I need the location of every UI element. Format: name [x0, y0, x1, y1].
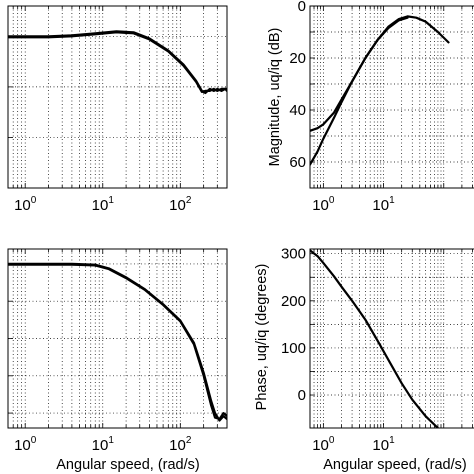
series-line-2: [310, 16, 409, 166]
panel-br-ylabel: Phase, uq/iq (degrees): [254, 264, 270, 411]
panel-tl-xticks: 100 101 102: [14, 195, 192, 214]
series-line-2: [8, 263, 227, 421]
panel-tr-ylabel: Magnitude, uq/iq (dB): [267, 28, 283, 167]
x-tick-label: 101: [372, 435, 395, 454]
series-line-1: [310, 249, 439, 428]
panel-br-grid: [310, 249, 474, 428]
panel-tr-yticks: 0 20 40 60: [289, 0, 306, 171]
panel-tl: 100 101 102: [7, 5, 228, 214]
x-tick-label: 100: [312, 435, 335, 454]
x-tick-label: 101: [92, 195, 115, 214]
panel-br-xticks: 100 101: [312, 435, 395, 454]
y-tick-label: 60: [289, 154, 306, 171]
y-tick-label: 200: [281, 293, 306, 310]
x-tick-label: 102: [169, 195, 192, 214]
panel-tl-grid: [8, 6, 227, 188]
panel-tr-lines: [310, 15, 450, 166]
panel-tr-grid: [310, 6, 474, 188]
x-tick-label: 102: [169, 435, 192, 454]
panel-bl-xlabel: Angular speed, (rad/s): [56, 457, 199, 473]
y-tick-label: 0: [298, 0, 306, 15]
x-tick-label: 101: [92, 435, 115, 454]
x-tick-label: 101: [372, 195, 395, 214]
y-tick-label: 100: [281, 340, 306, 357]
panel-br-yticks: 300 200 100 0: [281, 246, 306, 404]
panel-bl: 100 101 102 Angular speed, (rad/s): [7, 248, 228, 473]
series-line-2: [8, 31, 227, 94]
panel-br-lines: [310, 249, 439, 428]
y-tick-label: 300: [281, 246, 306, 263]
panel-tr: 100 101 0 20 40 60 Magnitude, uq/iq (dB): [267, 0, 474, 214]
y-tick-label: 20: [289, 50, 306, 67]
panel-tl-lines: [8, 30, 227, 95]
x-tick-label: 100: [312, 195, 335, 214]
x-tick-label: 100: [14, 195, 37, 214]
panel-bl-xticks: 100 101 102: [14, 435, 192, 454]
panel-bl-lines: [8, 262, 227, 422]
panel-br-xlabel: Angular speed, (rad/s): [323, 457, 466, 473]
y-tick-label: 40: [289, 102, 306, 119]
x-tick-label: 100: [14, 435, 37, 454]
panel-tr-xticks: 100 101: [312, 195, 395, 214]
panel-tr-frame: [309, 5, 474, 189]
panel-br: 100 101 300 200 100 0 Angular speed, (rad/s)…: [254, 246, 474, 473]
y-tick-label: 0: [298, 387, 306, 404]
panel-br-frame: [309, 248, 474, 429]
